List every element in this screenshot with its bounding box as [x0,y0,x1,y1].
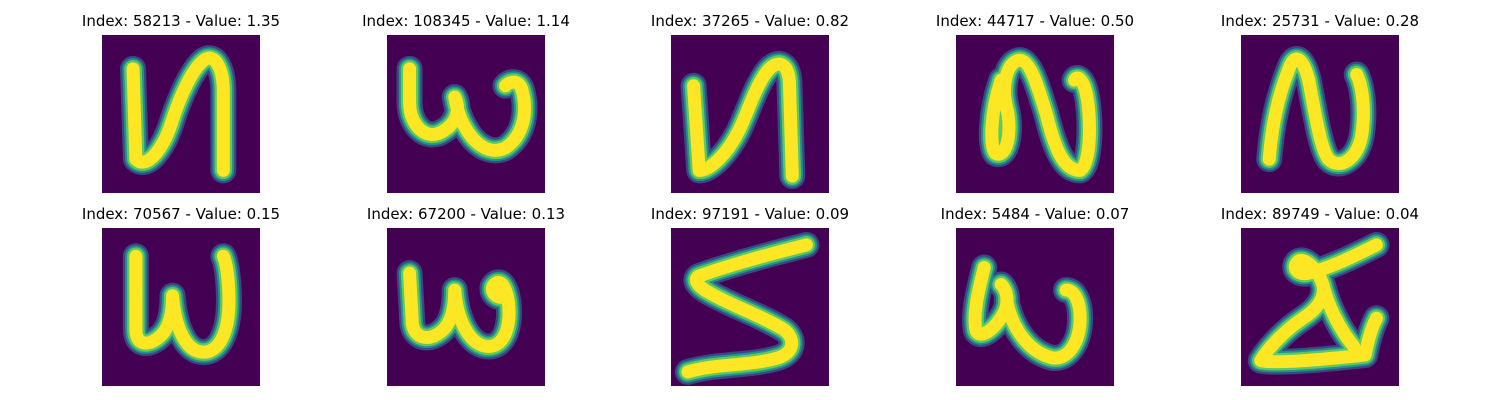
panel-title: Index: 44717 - Value: 0.50 [935,12,1135,30]
panel-title: Index: 97191 - Value: 0.09 [650,205,850,223]
digit-image [1241,228,1399,386]
panel-title: Index: 37265 - Value: 0.82 [650,12,850,30]
glyph-stroke [126,51,230,177]
glyph-stroke [1262,52,1370,170]
glyph-stroke [403,266,516,353]
digit-image [671,35,829,193]
glyph-stroke [129,249,236,359]
handwritten-n-shape [671,35,829,193]
glyph-stroke [687,57,799,183]
handwritten-s-shape [671,228,829,386]
handwritten-w-shape [387,228,545,386]
glyph-stroke [681,238,813,379]
digit-image [956,228,1114,386]
handwritten-n-shape [102,35,260,193]
digit-image [1241,35,1399,193]
handwritten-w-shape [387,35,545,193]
handwritten-n-loop-shape [956,35,1114,193]
panel-title: Index: 25731 - Value: 0.28 [1220,12,1420,30]
handwritten-w-shape [102,228,260,386]
panel-title: Index: 5484 - Value: 0.07 [940,205,1130,223]
digit-image [956,35,1114,193]
digit-image [387,35,545,193]
panel-title: Index: 89749 - Value: 0.04 [1220,205,1420,223]
digit-image [102,35,260,193]
glyph-stroke [985,53,1096,177]
handwritten-triangle-shape [1241,228,1399,386]
panel-title: Index: 58213 - Value: 1.35 [81,12,281,30]
glyph-stroke [403,62,532,157]
digit-image [671,228,829,386]
glyph-stroke [1254,238,1383,369]
panel-title: Index: 108345 - Value: 1.14 [362,12,570,30]
glyph-stroke [968,261,1087,365]
handwritten-n-shape [1241,35,1399,193]
digit-image [102,228,260,386]
panel-title: Index: 67200 - Value: 0.13 [366,205,566,223]
panel-title: Index: 70567 - Value: 0.15 [81,205,281,223]
handwritten-w-shape [956,228,1114,386]
digit-image [387,228,545,386]
